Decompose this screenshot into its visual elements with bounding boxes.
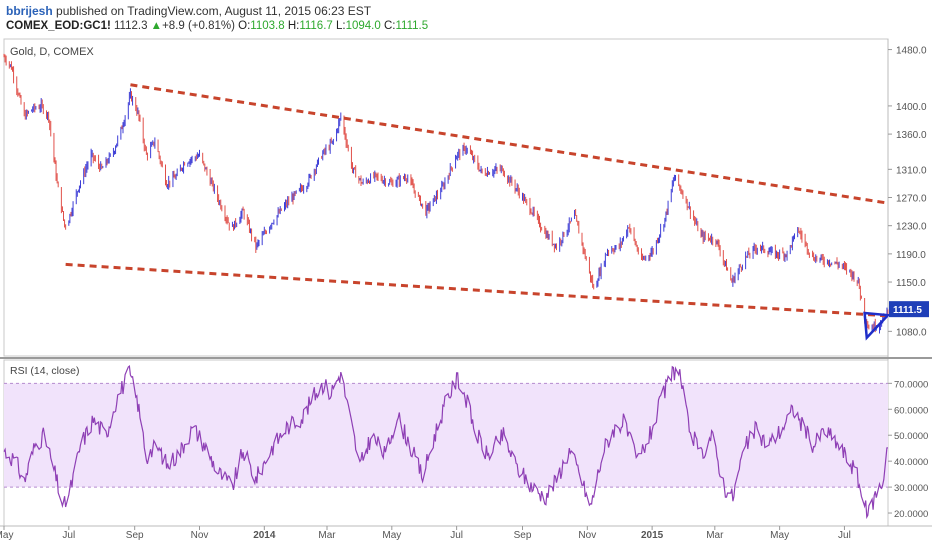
time-tick-label: Jul <box>450 530 463 541</box>
rsi-pane[interactable]: 70.0000 60.0000 50.0000 40.0000 30.0000 20.00… <box>3 359 928 527</box>
published-text: published on TradingView.com, August 11,… <box>52 4 372 18</box>
price-tick-label: 1150.0 <box>896 278 926 289</box>
time-tick-label: 2015 <box>641 530 664 541</box>
price-tick-label: 1190.0 <box>896 250 926 261</box>
open-value: 1103.8 <box>250 20 285 32</box>
ohlc-line: COMEX_EOD:GC1! 1112.3 ▲+8.9 (+0.81%) O:1… <box>6 20 428 32</box>
price-pane[interactable]: 1480.0 1400.0 1360.0 1310.0 1270.0 1230.0 1190… <box>0 38 932 526</box>
publish-line: bbrijesh published on TradingView.com, A… <box>6 4 371 18</box>
time-tick-label: May <box>770 530 789 541</box>
rsi-tick-label: 60.0000 <box>894 405 928 416</box>
low-value: 1094.0 <box>345 20 381 32</box>
rsi-title: RSI (14, close) <box>10 365 79 377</box>
chart-title: Gold, D, COMEX <box>10 46 94 58</box>
time-tick-label: Sep <box>126 530 144 541</box>
time-tick-label: Nov <box>578 530 596 541</box>
price-badge-label: 1111.5 <box>893 305 922 316</box>
time-tick-label: May <box>0 530 13 541</box>
time-tick-label: 2014 <box>253 530 276 541</box>
chart-area[interactable]: 1480.0 1400.0 1360.0 1310.0 1270.0 1230.0 1190… <box>0 38 932 550</box>
lower-trendline[interactable] <box>65 262 889 318</box>
symbol-label[interactable]: COMEX_EOD:GC1! <box>6 20 111 32</box>
price-tick-label: 1480.0 <box>896 46 927 57</box>
rsi-band <box>4 383 888 488</box>
rsi-line <box>3 364 889 520</box>
high-value: 1116.7 <box>299 20 333 32</box>
price-tick-label: 1230.0 <box>896 222 927 233</box>
time-tick-label: Nov <box>191 530 209 541</box>
author-link[interactable]: bbrijesh <box>6 4 53 18</box>
price-tick-label: 1400.0 <box>896 102 927 113</box>
close-value: 1111.5 <box>395 20 429 32</box>
rsi-tick-label: 70.0000 <box>894 379 928 390</box>
time-tick-label: May <box>382 530 401 541</box>
low-label: L: <box>336 20 346 32</box>
time-tick-label: Sep <box>514 530 532 541</box>
rsi-tick-label: 30.0000 <box>894 483 928 494</box>
price-plot-frame <box>3 38 889 357</box>
time-tick-label: Mar <box>318 530 336 541</box>
candle-series <box>3 53 889 334</box>
high-label: H: <box>287 20 300 32</box>
change-up-icon: ▲ <box>150 20 163 32</box>
price-tick-label: 1080.0 <box>896 327 927 338</box>
chart-header: bbrijesh published on TradingView.com, A… <box>0 0 932 38</box>
rsi-tick-label: 40.0000 <box>894 457 928 468</box>
close-label: C: <box>383 20 396 32</box>
rsi-tick-label: 20.0000 <box>894 509 928 520</box>
time-tick-label: Mar <box>706 530 724 541</box>
last-price: 1112.3 <box>114 20 148 32</box>
triangle-pattern[interactable] <box>863 311 891 341</box>
change-value: +8.9 (+0.81%) <box>162 20 235 32</box>
upper-trendline[interactable] <box>130 83 889 205</box>
price-tick-label: 1310.0 <box>896 165 927 176</box>
price-tick-label: 1360.0 <box>896 130 927 141</box>
price-tick-label: 1270.0 <box>896 194 927 205</box>
time-axis[interactable]: May Jul Sep Nov 2014 Mar May Jul Sep Nov 2015 Mar Ma… <box>0 525 932 541</box>
price-badge <box>889 301 929 318</box>
rsi-tick-label: 50.0000 <box>894 431 928 442</box>
time-tick-label: Jul <box>838 530 851 541</box>
time-tick-label: Jul <box>62 530 75 541</box>
open-label: O: <box>238 20 251 32</box>
